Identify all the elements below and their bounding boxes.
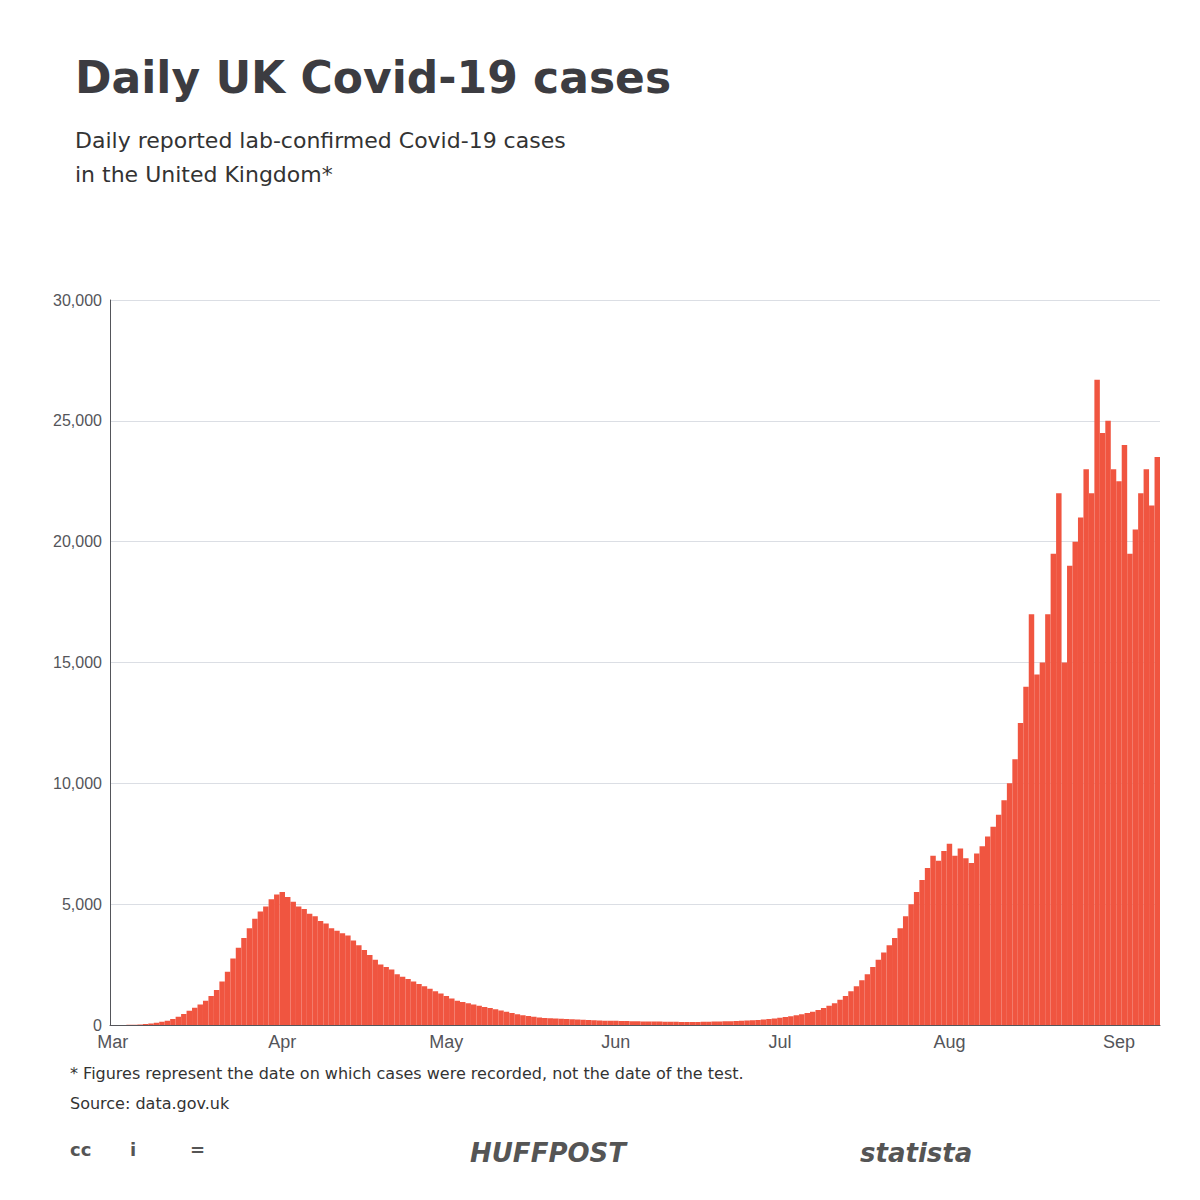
svg-text:15,000: 15,000 — [53, 654, 102, 671]
svg-text:i: i — [130, 1139, 136, 1160]
svg-text:10,000: 10,000 — [53, 775, 102, 792]
svg-text:Jul: Jul — [768, 1032, 791, 1052]
svg-text:Sep: Sep — [1103, 1032, 1135, 1052]
svg-text:25,000: 25,000 — [53, 412, 102, 429]
svg-text:* Figures represent the date o: * Figures represent the date on which ca… — [70, 1064, 744, 1083]
svg-text:in the United Kingdom*: in the United Kingdom* — [75, 162, 333, 187]
svg-text:HUFFPOST: HUFFPOST — [470, 1138, 628, 1168]
svg-text:Daily reported lab-confirmed C: Daily reported lab-confirmed Covid-19 ca… — [75, 128, 566, 153]
svg-text:Aug: Aug — [933, 1032, 965, 1052]
svg-text:statista: statista — [860, 1138, 972, 1168]
svg-text:20,000: 20,000 — [53, 533, 102, 550]
svg-text:=: = — [190, 1139, 205, 1160]
svg-text:Mar: Mar — [97, 1032, 128, 1052]
svg-text:30,000: 30,000 — [53, 292, 102, 309]
svg-text:Daily UK Covid-19 cases: Daily UK Covid-19 cases — [75, 52, 671, 103]
svg-text:Source: data.gov.uk: Source: data.gov.uk — [70, 1094, 230, 1113]
svg-text:cc: cc — [70, 1139, 91, 1160]
svg-text:May: May — [429, 1032, 463, 1052]
svg-text:Apr: Apr — [268, 1032, 296, 1052]
svg-text:5,000: 5,000 — [62, 896, 102, 913]
svg-text:Jun: Jun — [601, 1032, 630, 1052]
svg-text:0: 0 — [93, 1017, 102, 1034]
